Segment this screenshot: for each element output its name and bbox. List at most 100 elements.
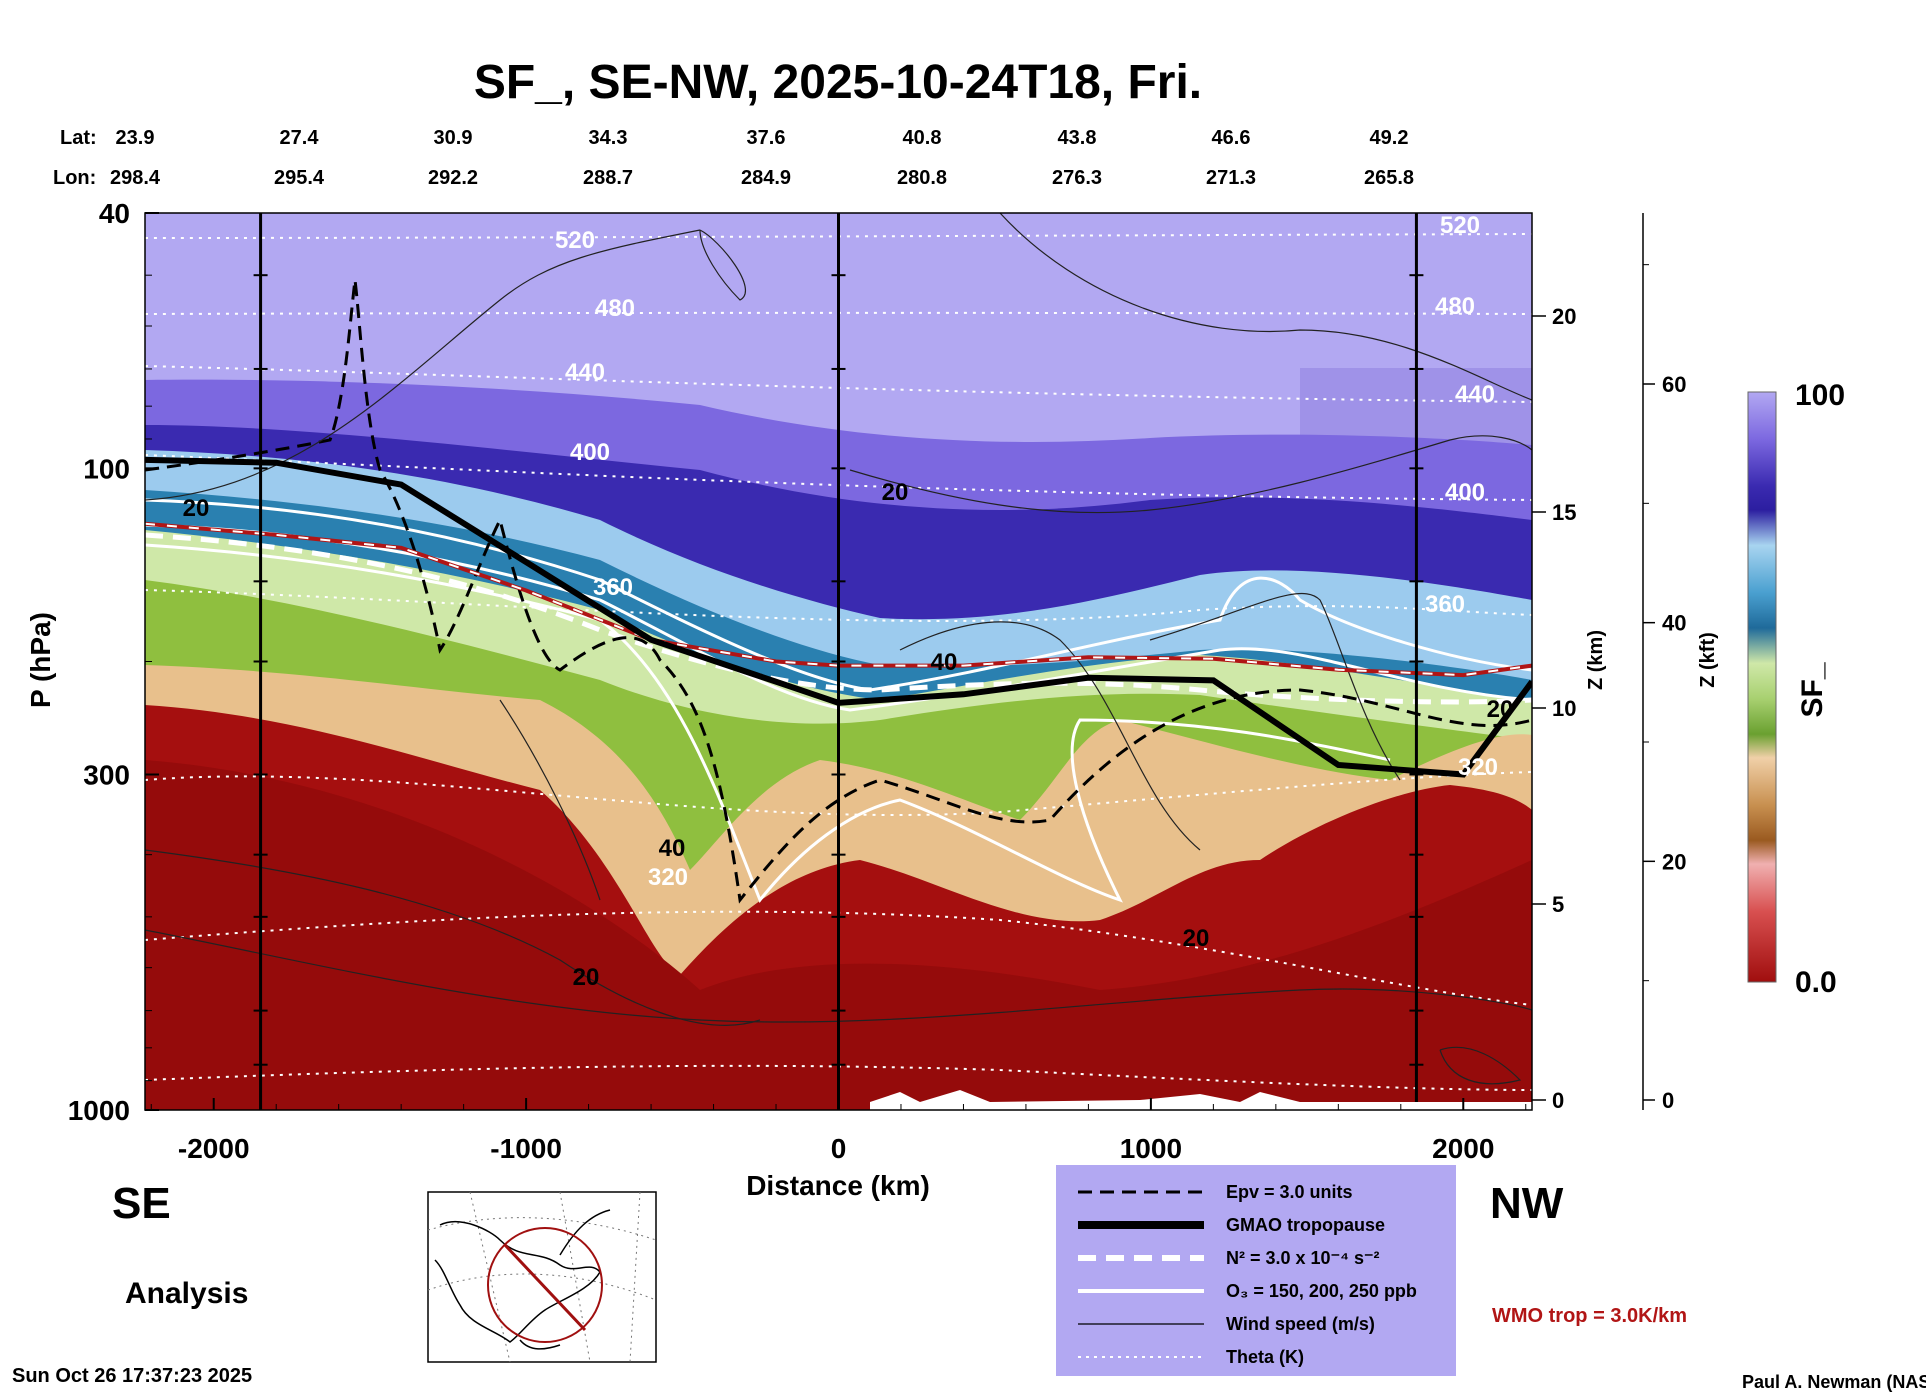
lon-value: 292.2 xyxy=(428,167,478,189)
lat-value: 40.8 xyxy=(903,127,942,149)
nw-label: NW xyxy=(1490,1179,1564,1228)
credit: Paul A. Newman (NASA xyxy=(1742,1372,1926,1392)
lon-value: 280.8 xyxy=(897,167,947,189)
lon-value: 265.8 xyxy=(1364,167,1414,189)
z-km-axis-label: Z (km) xyxy=(1585,630,1607,690)
x-tick-label: -2000 xyxy=(178,1133,250,1164)
z-km-tick-label: 10 xyxy=(1552,696,1576,721)
inset-map-frame xyxy=(427,1191,657,1363)
theta-label: 480 xyxy=(1435,293,1475,320)
x-tick-label: 1000 xyxy=(1120,1133,1182,1164)
epv-contour xyxy=(145,279,1532,904)
z-km-tick-label: 20 xyxy=(1552,304,1576,329)
se-label: SE xyxy=(112,1179,171,1228)
z-kft-axis: 0 20 40 60 xyxy=(1642,213,1686,1113)
marker-lines xyxy=(253,213,1424,1110)
y-tick-label: 1000 xyxy=(68,1095,130,1126)
lat-value: 34.3 xyxy=(589,127,628,149)
wind-line-j xyxy=(499,699,601,901)
ozone-line-250 xyxy=(145,543,1391,903)
legend-label: Wind speed (m/s) xyxy=(1226,1314,1375,1334)
colorbar-max-label: 100 xyxy=(1795,379,1845,412)
x-tick-label: -1000 xyxy=(490,1133,562,1164)
surface-white-patches xyxy=(870,1090,1532,1110)
theta-label: 480 xyxy=(595,295,635,322)
legend-label: GMAO tropopause xyxy=(1226,1215,1385,1235)
lat-value: 30.9 xyxy=(434,127,473,149)
wind-speed-contours xyxy=(145,213,1532,1085)
lat-lon-header: Lat: Lon: 23.9 27.4 30.9 34.3 37.6 40.8 43.8 46… xyxy=(53,127,1414,189)
lon-value: 295.4 xyxy=(274,167,325,189)
x-axis-label: Distance (km) xyxy=(746,1170,930,1201)
y-axis-pressure: 1000 300 100 40 xyxy=(68,198,159,1126)
lat-label: Lat: xyxy=(60,127,97,149)
legend-items: Epv = 3.0 units GMAO tropopause N² = 3.0 x… xyxy=(1078,1182,1417,1367)
timestamp: Sun Oct 26 17:37:23 2025 xyxy=(12,1365,252,1387)
wind-line-f xyxy=(899,621,1201,851)
wmo-trop-label: WMO trop = 3.0K/km xyxy=(1492,1305,1687,1327)
theta-line-480 xyxy=(145,311,1532,315)
theta-line-520 xyxy=(145,233,1532,239)
theta-label: 440 xyxy=(1455,381,1495,408)
colorbar: 100 0.0 SF_ xyxy=(1747,379,1845,999)
legend-box xyxy=(1056,1165,1456,1376)
theta-label: 520 xyxy=(1440,212,1480,239)
z-kft-tick-label: 0 xyxy=(1662,1088,1674,1113)
z-km-tick-label: 5 xyxy=(1552,892,1564,917)
theta-line-300 xyxy=(145,910,1532,1006)
lon-value: 276.3 xyxy=(1052,167,1102,189)
theta-line-400 xyxy=(145,454,1532,501)
wind-label: 20 xyxy=(1487,696,1514,723)
theta-label: 320 xyxy=(648,864,688,891)
theta-label: 320 xyxy=(1458,754,1498,781)
legend-label: Epv = 3.0 units xyxy=(1226,1182,1353,1202)
dark-red-core xyxy=(145,760,1532,1110)
z-kft-axis-label: Z (kft) xyxy=(1697,632,1719,688)
x-tick-label: 0 xyxy=(831,1133,847,1164)
wind-line-c xyxy=(849,435,1532,514)
x-tick-label: 2000 xyxy=(1432,1133,1494,1164)
n2-contour xyxy=(145,532,1532,705)
wind-line-i xyxy=(1439,1046,1522,1085)
wind-label: 20 xyxy=(1183,925,1210,952)
lat-value: 37.6 xyxy=(747,127,786,149)
lat-value: 49.2 xyxy=(1370,127,1409,149)
map-grid-line-5 xyxy=(629,1191,641,1363)
theta-label: 440 xyxy=(565,359,605,386)
wind-line-h xyxy=(145,929,1532,1023)
theta-label: 400 xyxy=(1445,479,1485,506)
colorbar-title: SF_ xyxy=(1796,662,1829,717)
z-kft-tick-label: 60 xyxy=(1662,372,1686,397)
theta-label: 520 xyxy=(555,227,595,254)
theta-labels: 520 480 440 400 360 320 520 480 440 400 360 320 xyxy=(555,212,1498,891)
map-grid-line-3 xyxy=(469,1191,511,1363)
lon-value: 271.3 xyxy=(1206,167,1256,189)
theta-label: 360 xyxy=(593,574,633,601)
chart-title: SF_, SE-NW, 2025-10-24T18, Fri. xyxy=(474,56,1202,109)
lon-value: 284.9 xyxy=(741,167,791,189)
lon-value: 298.4 xyxy=(110,167,161,189)
lat-value: 43.8 xyxy=(1058,127,1097,149)
wind-line-d xyxy=(999,213,1532,401)
inset-map xyxy=(427,1191,657,1363)
legend-label: O₃ = 150, 200, 250 ppb xyxy=(1226,1281,1417,1301)
y-axis-label: P (hPa) xyxy=(25,612,56,708)
lon-values: 298.4 295.4 292.2 288.7 284.9 280.8 276.3 271.3… xyxy=(110,167,1414,189)
z-kft-tick-label: 40 xyxy=(1662,611,1686,636)
inset-map-range-circle xyxy=(487,1227,603,1343)
y-tick-label: 300 xyxy=(83,759,130,790)
wind-label: 20 xyxy=(573,964,600,991)
inset-map-grid xyxy=(427,1191,657,1363)
wind-line-b xyxy=(699,229,747,301)
wind-label: 40 xyxy=(659,835,686,862)
wind-label: 20 xyxy=(882,479,909,506)
colorbar-gradient xyxy=(1747,391,1777,983)
lon-label: Lon: xyxy=(53,167,96,189)
wind-labels: 20 20 40 40 20 20 20 xyxy=(183,479,1514,991)
wind-label: 20 xyxy=(183,495,210,522)
wind-line-g xyxy=(1149,592,1401,781)
wind-line-e xyxy=(145,849,761,1026)
x-axis: -2000 -1000 0 1000 2000 xyxy=(150,1098,1527,1164)
theta-line-360 xyxy=(145,589,1532,622)
